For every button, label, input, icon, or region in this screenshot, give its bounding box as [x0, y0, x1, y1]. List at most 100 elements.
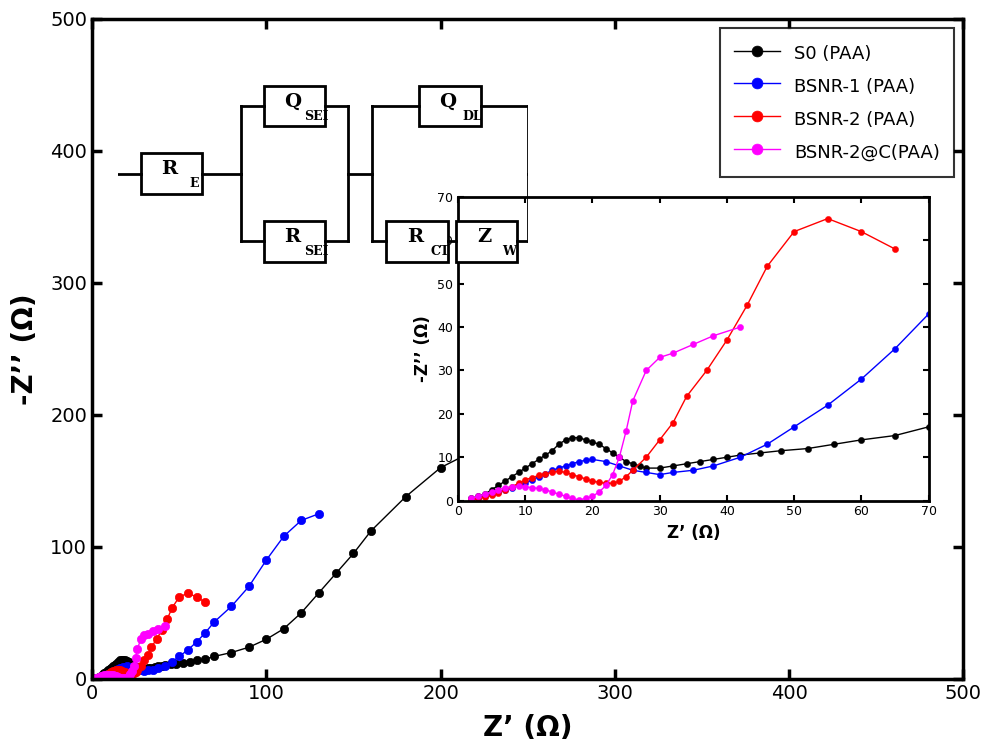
BSNR-2@C(PAA): [107, 671, 119, 680]
BSNR-1 (PAA): [124, 663, 136, 672]
BSNR-2@C(PAA): [130, 654, 142, 663]
BSNR-1 (PAA): [173, 652, 185, 661]
BSNR-2@C(PAA): [142, 630, 154, 639]
BSNR-2 (PAA): [166, 603, 178, 612]
BSNR-2 (PAA): [93, 673, 105, 682]
BSNR-1 (PAA): [100, 670, 112, 679]
BSNR-2 (PAA): [96, 672, 108, 681]
Legend: S0 (PAA), BSNR-1 (PAA), BSNR-2 (PAA), BSNR-2@C(PAA): S0 (PAA), BSNR-1 (PAA), BSNR-2 (PAA), BS…: [720, 28, 954, 177]
Line: BSNR-2 (PAA): BSNR-2 (PAA): [91, 589, 210, 683]
S0 (PAA): [191, 656, 203, 665]
S0 (PAA): [93, 672, 105, 681]
S0 (PAA): [131, 663, 143, 672]
BSNR-2@C(PAA): [114, 673, 126, 682]
BSNR-2 (PAA): [191, 593, 203, 602]
BSNR-2 (PAA): [156, 626, 168, 635]
BSNR-2@C(PAA): [135, 635, 147, 644]
X-axis label: Z’ (Ω): Z’ (Ω): [483, 714, 573, 742]
BSNR-1 (PAA): [107, 667, 119, 676]
BSNR-2 (PAA): [91, 674, 103, 683]
BSNR-2 (PAA): [107, 666, 119, 675]
BSNR-2@C(PAA): [131, 644, 143, 653]
S0 (PAA): [95, 671, 107, 680]
BSNR-2 (PAA): [151, 635, 163, 644]
BSNR-2@C(PAA): [98, 670, 110, 679]
S0 (PAA): [749, 384, 761, 393]
BSNR-1 (PAA): [91, 674, 103, 683]
BSNR-1 (PAA): [109, 666, 121, 675]
BSNR-1 (PAA): [95, 672, 107, 681]
BSNR-2@C(PAA): [152, 624, 164, 633]
BSNR-1 (PAA): [110, 665, 122, 674]
BSNR-1 (PAA): [295, 516, 307, 525]
S0 (PAA): [870, 417, 882, 426]
BSNR-1 (PAA): [121, 662, 133, 671]
BSNR-2@C(PAA): [91, 673, 103, 682]
BSNR-1 (PAA): [89, 674, 101, 683]
BSNR-2@C(PAA): [95, 672, 107, 681]
BSNR-1 (PAA): [260, 556, 272, 565]
BSNR-1 (PAA): [182, 645, 194, 654]
BSNR-2 (PAA): [112, 666, 124, 675]
BSNR-2 (PAA): [100, 670, 112, 679]
Y-axis label: -Z’’ (Ω): -Z’’ (Ω): [11, 293, 39, 404]
BSNR-2 (PAA): [103, 668, 115, 677]
BSNR-1 (PAA): [209, 617, 220, 626]
BSNR-2 (PAA): [126, 669, 138, 678]
BSNR-2@C(PAA): [123, 672, 135, 681]
Line: BSNR-2@C(PAA): BSNR-2@C(PAA): [91, 622, 170, 683]
BSNR-1 (PAA): [117, 663, 129, 672]
BSNR-2@C(PAA): [110, 672, 122, 681]
BSNR-2@C(PAA): [109, 671, 121, 680]
BSNR-2@C(PAA): [96, 671, 108, 680]
BSNR-2 (PAA): [135, 661, 147, 670]
BSNR-1 (PAA): [116, 663, 128, 672]
BSNR-2 (PAA): [130, 667, 142, 676]
BSNR-2 (PAA): [173, 593, 185, 602]
BSNR-2 (PAA): [119, 668, 131, 677]
BSNR-1 (PAA): [159, 661, 171, 670]
BSNR-2@C(PAA): [138, 631, 150, 640]
BSNR-2 (PAA): [110, 666, 122, 675]
BSNR-2@C(PAA): [103, 670, 115, 679]
Line: BSNR-1 (PAA): BSNR-1 (PAA): [91, 510, 323, 683]
BSNR-1 (PAA): [147, 665, 159, 674]
BSNR-2 (PAA): [102, 669, 114, 678]
BSNR-2 (PAA): [95, 673, 107, 682]
S0 (PAA): [200, 654, 212, 663]
BSNR-2 (PAA): [128, 669, 140, 678]
BSNR-2 (PAA): [98, 671, 110, 680]
BSNR-1 (PAA): [166, 657, 178, 666]
BSNR-2@C(PAA): [117, 674, 129, 683]
BSNR-2@C(PAA): [124, 669, 136, 678]
BSNR-2 (PAA): [121, 669, 133, 678]
BSNR-2@C(PAA): [93, 672, 105, 681]
BSNR-1 (PAA): [200, 628, 212, 637]
BSNR-2 (PAA): [124, 669, 136, 678]
BSNR-1 (PAA): [313, 509, 325, 518]
BSNR-2@C(PAA): [102, 670, 114, 679]
BSNR-2 (PAA): [89, 674, 101, 683]
Line: S0 (PAA): S0 (PAA): [91, 384, 881, 682]
BSNR-2 (PAA): [105, 667, 117, 676]
BSNR-1 (PAA): [152, 664, 164, 673]
BSNR-1 (PAA): [138, 666, 150, 675]
BSNR-2 (PAA): [182, 589, 194, 598]
BSNR-2 (PAA): [142, 651, 154, 660]
BSNR-2 (PAA): [117, 667, 129, 676]
BSNR-2 (PAA): [114, 666, 126, 675]
BSNR-2@C(PAA): [112, 672, 124, 681]
BSNR-1 (PAA): [278, 532, 290, 541]
BSNR-2@C(PAA): [100, 670, 112, 679]
BSNR-2@C(PAA): [89, 674, 101, 683]
BSNR-1 (PAA): [119, 662, 131, 671]
BSNR-1 (PAA): [191, 638, 203, 647]
S0 (PAA): [116, 655, 128, 664]
BSNR-2@C(PAA): [159, 621, 171, 630]
BSNR-2 (PAA): [131, 665, 143, 674]
BSNR-1 (PAA): [112, 664, 124, 673]
BSNR-2 (PAA): [161, 615, 173, 624]
BSNR-2@C(PAA): [119, 674, 131, 683]
BSNR-2@C(PAA): [128, 661, 140, 670]
BSNR-1 (PAA): [128, 664, 140, 673]
